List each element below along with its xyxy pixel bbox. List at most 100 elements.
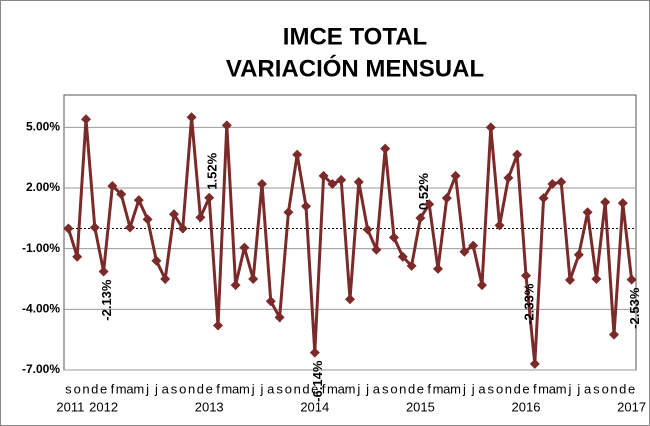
x-tick-label: e [522,381,529,396]
data-point [459,246,470,257]
x-tick-label: f [322,381,326,396]
x-tick-label: e [311,381,318,396]
x-tick-label: s [488,381,495,396]
data-point [468,240,479,251]
x-tick-label: m [538,381,549,396]
data-point [133,195,144,206]
data-point [63,223,74,234]
data-point [485,122,496,133]
data-point [318,170,329,181]
x-tick-label: s [171,381,178,396]
data-point [529,358,540,369]
data-point [415,212,426,223]
year-label: 2013 [195,399,224,414]
x-tick-label: f [216,381,220,396]
x-tick-label: m [433,381,444,396]
data-point [441,193,452,204]
year-label: 2014 [300,399,329,414]
x-tick-label: j [251,381,255,396]
data-point [424,199,435,210]
year-label: 2011 [56,399,84,414]
data-point [160,274,171,285]
x-tick-label: j [568,381,572,396]
x-tick-label: o [179,381,186,396]
data-point [512,149,523,160]
data-point [151,255,162,266]
x-tick-label: o [390,381,397,396]
year-label: 2012 [89,399,118,414]
data-point [609,329,619,340]
x-tick-label: s [65,381,72,396]
x-tick-label: f [533,381,537,396]
x-tick-label: m [239,381,250,396]
x-tick-label: n [294,381,301,396]
data-point [503,172,514,183]
data-point [353,176,364,187]
data-point [538,193,549,204]
x-tick-label: n [82,381,89,396]
y-tick-label: -1.00% [22,241,60,255]
data-point [265,296,276,307]
x-tick-label: d [619,381,626,396]
data-point [362,224,373,235]
x-tick-label: d [514,381,521,396]
value-label: -2.33% [521,283,536,325]
x-tick-label: d [197,381,204,396]
data-point [547,178,558,189]
data-point [257,178,267,189]
x-tick-label: m [327,381,338,396]
data-point [186,112,197,123]
data-point [327,178,338,189]
data-point [204,192,215,203]
data-point [177,223,188,234]
y-tick-label: 5.00% [26,120,60,134]
x-tick-label: a [478,381,486,396]
x-tick-label: d [408,381,415,396]
x-tick-label: n [399,381,406,396]
x-tick-label: n [505,381,512,396]
x-tick-label: j [462,381,466,396]
data-point [98,266,109,277]
x-tick-label: m [450,381,461,396]
data-point [345,294,355,305]
data-point [125,222,135,233]
x-tick-label: a [584,381,592,396]
x-tick-label: e [100,381,107,396]
data-point [116,189,127,200]
value-label: -2.53% [627,287,642,329]
data-point [283,207,294,218]
data-point [494,220,505,231]
x-tick-label: j [471,381,475,396]
x-tick-label: a [162,381,170,396]
x-tick-label: d [302,381,309,396]
data-point [292,149,303,160]
year-label: 2015 [406,399,435,414]
x-tick-label: j [576,381,580,396]
x-tick-label: m [221,381,232,396]
x-tick-label: o [74,381,81,396]
chart-title: IMCE TOTAL [283,23,427,50]
x-tick-label: a [549,381,557,396]
x-tick-label: j [365,381,369,396]
chart-title: VARIACIÓN MENSUAL [226,54,484,82]
data-point [450,170,461,181]
data-point [371,244,382,255]
data-point [81,114,91,125]
x-tick-label: a [338,381,346,396]
value-label: -6.14% [310,360,325,402]
data-point [72,251,83,262]
x-tick-label: e [628,381,635,396]
data-point [107,180,118,191]
x-tick-label: a [443,381,451,396]
x-tick-label: d [91,381,98,396]
x-tick-label: m [133,381,144,396]
x-tick-label: o [602,381,609,396]
x-tick-label: s [382,381,389,396]
data-point [301,201,311,212]
x-tick-label: e [206,381,213,396]
x-tick-label: j [260,381,264,396]
data-point [169,209,179,220]
y-tick-label: -7.00% [22,362,60,376]
x-tick-label: n [610,381,617,396]
x-tick-label: m [345,381,356,396]
